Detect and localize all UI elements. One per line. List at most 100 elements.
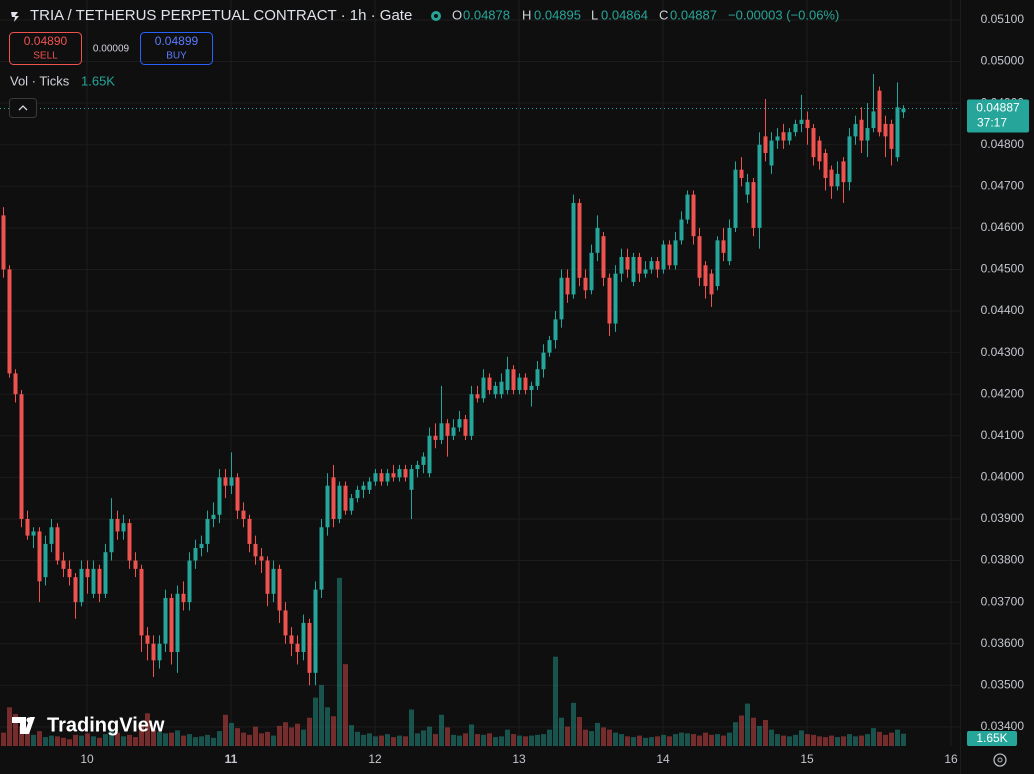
- candle-body: [787, 132, 792, 141]
- candle-body: [721, 240, 726, 253]
- collapse-button[interactable]: [9, 98, 37, 118]
- volume-bar: [619, 734, 624, 746]
- buy-button[interactable]: [140, 32, 213, 65]
- volume-bar: [901, 733, 906, 746]
- volume-bar: [697, 735, 702, 746]
- candle-body: [799, 119, 804, 124]
- candle-body: [829, 169, 834, 187]
- y-tick-label: 0.03800: [981, 553, 1025, 567]
- volume-bar: [763, 719, 768, 746]
- volume-bar: [211, 737, 216, 746]
- volume-bar: [43, 737, 48, 746]
- volume-bar: [601, 727, 606, 746]
- y-tick-label: 0.03900: [981, 511, 1025, 525]
- volume-bar: [175, 730, 180, 746]
- candle-body: [835, 173, 840, 187]
- volume-bar: [679, 732, 684, 746]
- volume-bar: [781, 735, 786, 746]
- candle-body: [343, 485, 348, 511]
- volume-bar: [235, 728, 240, 746]
- candle-body: [151, 643, 156, 661]
- settings-icon[interactable]: [993, 753, 1007, 767]
- candle-body: [859, 119, 864, 141]
- readout-low: 0.04864: [601, 7, 648, 22]
- volume-bar: [205, 734, 210, 746]
- candle-body: [187, 560, 192, 603]
- watermark-logo-dot: [26, 717, 32, 723]
- volume-bar: [37, 731, 42, 746]
- candle-body: [667, 244, 672, 266]
- volume-bar: [55, 736, 60, 746]
- candle-body: [565, 277, 570, 295]
- volume-bar: [841, 736, 846, 746]
- candle-body: [55, 527, 60, 561]
- y-tick-label: 0.04600: [981, 220, 1025, 234]
- candle-body: [823, 153, 828, 178]
- y-tick-label: 0.04300: [981, 345, 1025, 359]
- candle-body: [391, 473, 396, 478]
- volume-bar: [769, 729, 774, 746]
- volume-bar: [481, 734, 486, 746]
- y-tick-label: 0.03500: [981, 677, 1025, 691]
- candle-body: [157, 643, 162, 661]
- candle-body: [451, 427, 456, 436]
- candle-body: [103, 552, 108, 594]
- candle-body: [553, 319, 558, 341]
- candle-body: [283, 610, 288, 636]
- candle-body: [325, 485, 330, 528]
- volume-bar: [463, 733, 468, 746]
- candle-layer: [1, 74, 906, 686]
- candle-body: [811, 128, 816, 158]
- volume-bar: [91, 736, 96, 746]
- volume-bar: [859, 735, 864, 746]
- sell-price: 0.04890: [24, 34, 68, 48]
- sell-button[interactable]: [9, 32, 82, 65]
- candle-body: [901, 108, 906, 113]
- volume-bar: [757, 725, 762, 746]
- candle-body: [379, 473, 384, 482]
- volume-bar: [643, 737, 648, 746]
- volume-bar: [451, 734, 456, 746]
- volume-bar: [295, 723, 300, 746]
- volume-bar: [7, 707, 12, 746]
- volume-bar: [373, 736, 378, 746]
- candle-body: [43, 543, 48, 578]
- volume-bar: [667, 736, 672, 746]
- volume-bar: [385, 734, 390, 746]
- volume-bar: [703, 732, 708, 746]
- candle-body: [319, 527, 324, 590]
- candle-body: [571, 202, 576, 295]
- volume-bar: [535, 734, 540, 746]
- volume-bar: [73, 734, 78, 746]
- volume-bar: [277, 725, 282, 746]
- volume-bar: [865, 734, 870, 746]
- candle-body: [115, 518, 120, 532]
- volume-bar: [475, 734, 480, 746]
- candle-body: [199, 543, 204, 549]
- x-tick-label: 16: [944, 752, 958, 766]
- candle-body: [847, 136, 852, 183]
- volume-bar: [745, 703, 750, 746]
- candle-body: [523, 377, 528, 391]
- candle-body: [37, 531, 42, 582]
- candle-body: [865, 128, 870, 141]
- x-tick-label: 12: [368, 752, 382, 766]
- volume-bar: [217, 731, 222, 746]
- candle-body: [577, 202, 582, 278]
- x-tick-label: 10: [80, 752, 94, 766]
- candle-body: [181, 593, 186, 603]
- candle-body: [619, 256, 624, 274]
- volume-bar: [799, 730, 804, 746]
- volume-bar: [487, 733, 492, 746]
- candle-body: [781, 132, 786, 141]
- volume-bar: [565, 726, 570, 746]
- candle-body: [499, 381, 504, 395]
- candle-body: [253, 543, 258, 557]
- volume-bar: [391, 737, 396, 746]
- readout-change: −0.00003 (−0.06%): [728, 7, 839, 22]
- volume-legend-value: 1.65K: [81, 73, 115, 88]
- candle-body: [853, 123, 858, 137]
- buy-price: 0.04899: [155, 34, 199, 48]
- volume-bar: [835, 737, 840, 746]
- chevron-icon: [18, 105, 28, 111]
